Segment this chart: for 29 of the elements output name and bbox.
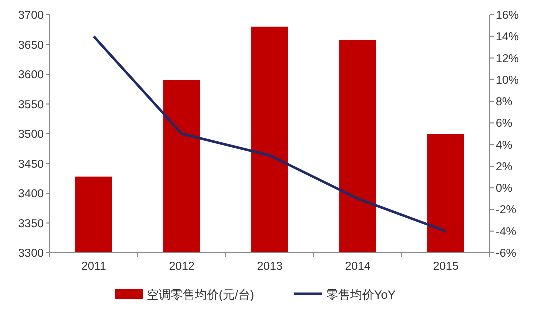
y-tick-label: 3700 xyxy=(18,10,44,22)
y2-tick-label: -6% xyxy=(496,248,516,260)
y-tick-label: 3550 xyxy=(18,99,44,112)
y-tick-label: 3300 xyxy=(18,248,44,260)
y-tick-label: 3450 xyxy=(18,158,44,171)
y-tick-label: 3350 xyxy=(18,218,44,230)
y2-tick-label: 16% xyxy=(496,10,520,22)
x-tick-label: 2012 xyxy=(169,261,195,273)
y2-tick-label: 0% xyxy=(496,183,513,196)
x-tick-label: 2011 xyxy=(82,261,106,273)
y2-tick-label: 10% xyxy=(496,74,520,87)
legend-label: 空调零售均价(元/台) xyxy=(147,288,254,302)
y-tick-label: 3650 xyxy=(18,40,44,52)
y-tick-label: 3600 xyxy=(18,70,44,82)
y2-tick-label: -2% xyxy=(496,204,516,217)
y2-tick-label: 2% xyxy=(496,161,513,174)
y2-tick-label: 6% xyxy=(496,118,513,130)
line-series xyxy=(92,35,448,233)
y2-tick-label: 4% xyxy=(496,140,513,152)
y2-tick-label: -4% xyxy=(496,226,516,238)
y2-tick-label: 14% xyxy=(496,32,520,44)
y2-tick-label: 8% xyxy=(496,96,513,109)
y2-tick-label: 12% xyxy=(496,53,520,66)
x-tick-label: 2013 xyxy=(257,261,283,273)
x-tick-label: 2014 xyxy=(345,261,372,273)
x-tick-label: 2015 xyxy=(433,261,459,273)
y-tick-label: 3500 xyxy=(18,129,44,141)
y-tick-label: 3400 xyxy=(18,188,44,200)
legend-label: 零售均价YoY xyxy=(326,288,396,302)
